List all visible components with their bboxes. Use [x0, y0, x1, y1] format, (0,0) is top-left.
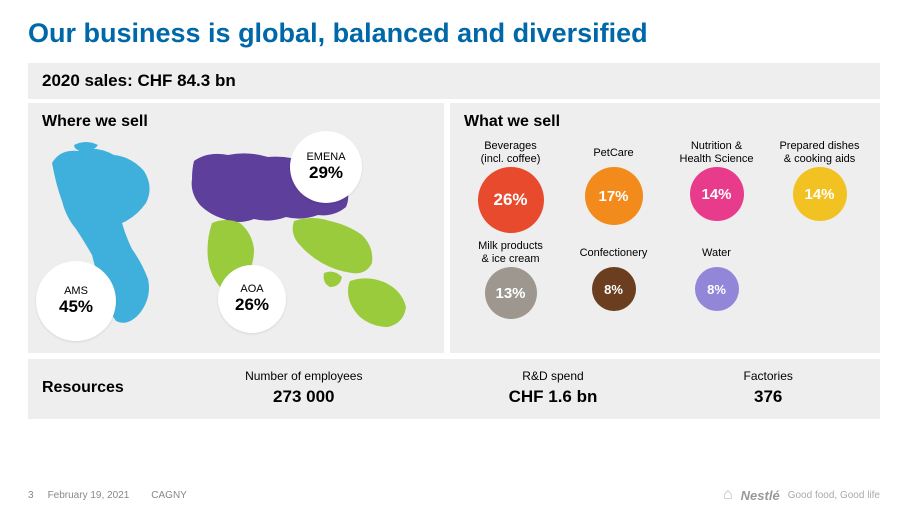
category-circle: 8% [695, 267, 739, 311]
category-circle: 8% [592, 267, 636, 311]
region-pct: 29% [309, 163, 343, 183]
region-pct: 45% [59, 297, 93, 317]
resource-item: Number of employees 273 000 [245, 369, 362, 407]
resource-label: Number of employees [245, 369, 362, 383]
category-cell: Beverages(incl. coffee)26% [464, 139, 557, 233]
brand-block: ⌂ Nestlé Good food, Good life [723, 486, 880, 504]
slide-title: Our business is global, balanced and div… [28, 18, 880, 49]
category-cell: Nutrition &Health Science14% [670, 139, 763, 233]
what-panel: What we sell Beverages(incl. coffee)26%P… [450, 103, 880, 353]
region-name: AMS [64, 285, 88, 297]
resource-label: R&D spend [509, 369, 598, 383]
category-label: PetCare [593, 139, 633, 167]
resource-value: 273 000 [245, 387, 362, 407]
slide: Our business is global, balanced and div… [0, 0, 908, 512]
resource-value: CHF 1.6 bn [509, 387, 598, 407]
main-panels: Where we sell [28, 103, 880, 353]
region-pct: 26% [235, 295, 269, 315]
where-title: Where we sell [42, 113, 430, 131]
category-cell: PetCare17% [567, 139, 660, 233]
resource-value: 376 [744, 387, 793, 407]
region-bubble-emena: EMENA29% [290, 131, 362, 203]
world-map: EMENA29% AMS45% AOA26% [42, 139, 430, 339]
category-circle: 14% [793, 167, 847, 221]
footer-date: February 19, 2021 [48, 490, 130, 501]
region-name: AOA [240, 283, 263, 295]
category-circle: 26% [478, 167, 544, 233]
footer: 3 February 19, 2021 CAGNY ⌂ Nestlé Good … [28, 486, 880, 504]
resource-label: Factories [744, 369, 793, 383]
category-label: Beverages(incl. coffee) [481, 139, 541, 167]
category-circle: 14% [690, 167, 744, 221]
category-label: Water [702, 239, 731, 267]
page-number: 3 [28, 490, 34, 501]
category-circle: 13% [485, 267, 537, 319]
category-circle: 17% [585, 167, 643, 225]
category-label: Confectionery [580, 239, 648, 267]
resources-items: Number of employees 273 000 R&D spend CHF 1… [172, 369, 866, 407]
sales-bar: 2020 sales: CHF 84.3 bn [28, 63, 880, 99]
category-cell: Confectionery8% [567, 239, 660, 319]
category-grid: Beverages(incl. coffee)26%PetCare17%Nutr… [464, 139, 866, 319]
resources-panel: Resources Number of employees 273 000 R&D … [28, 359, 880, 419]
resources-title: Resources [42, 379, 172, 397]
category-label: Milk products& ice cream [478, 239, 543, 267]
category-cell: Milk products& ice cream13% [464, 239, 557, 319]
resource-item: R&D spend CHF 1.6 bn [509, 369, 598, 407]
nest-icon: ⌂ [723, 486, 733, 504]
category-cell: Prepared dishes& cooking aids14% [773, 139, 866, 233]
brand-tagline: Good food, Good life [788, 490, 880, 501]
category-label: Prepared dishes& cooking aids [779, 139, 859, 167]
where-panel: Where we sell [28, 103, 444, 353]
brand-logo: Nestlé [741, 488, 780, 503]
category-cell: Water8% [670, 239, 763, 319]
category-label: Nutrition &Health Science [680, 139, 754, 167]
region-bubble-ams: AMS45% [36, 261, 116, 341]
region-name: EMENA [306, 151, 345, 163]
region-bubble-aoa: AOA26% [218, 265, 286, 333]
footer-event: CAGNY [151, 490, 187, 501]
resource-item: Factories 376 [744, 369, 793, 407]
what-title: What we sell [464, 113, 866, 131]
